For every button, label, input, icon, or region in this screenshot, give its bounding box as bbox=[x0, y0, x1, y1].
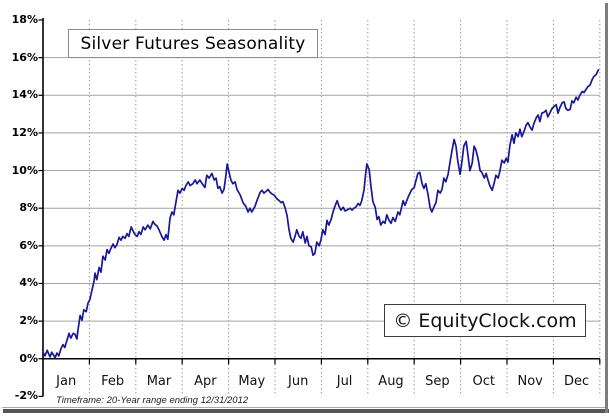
y-axis-tick-label: 8% bbox=[19, 201, 38, 215]
frame-shadow-bottom bbox=[3, 409, 609, 413]
y-axis-tick-label: 6% bbox=[19, 238, 38, 252]
month-label: Jan bbox=[56, 374, 77, 389]
month-label: Oct bbox=[472, 374, 496, 389]
seasonality-line bbox=[42, 69, 600, 359]
y-axis-tick-label: 0% bbox=[19, 351, 38, 365]
watermark-text: © EquityClock.com bbox=[393, 309, 577, 332]
month-label: Sep bbox=[425, 374, 450, 389]
y-axis-tick-label: 18% bbox=[11, 13, 38, 26]
month-label: Apr bbox=[194, 374, 217, 389]
y-axis-tick-label: 12% bbox=[11, 125, 38, 139]
y-axis-tick-label: 4% bbox=[19, 276, 38, 290]
frame-shadow-bottom-light bbox=[2, 407, 607, 408]
y-axis-tick-label: 16% bbox=[11, 50, 38, 64]
frame-shadow-right bbox=[605, 3, 608, 413]
month-label: Feb bbox=[101, 374, 125, 389]
chart-title-box: Silver Futures Seasonality bbox=[68, 29, 318, 58]
y-axis-tick-label: -2% bbox=[14, 389, 38, 403]
y-axis-tick-label: 10% bbox=[11, 163, 38, 177]
month-label: May bbox=[238, 374, 266, 389]
month-label: Jul bbox=[336, 374, 353, 389]
month-label: Mar bbox=[146, 374, 172, 389]
month-label: Nov bbox=[517, 374, 543, 389]
month-label: Aug bbox=[378, 374, 404, 389]
timeframe-footnote: Timeframe: 20-Year range ending 12/31/20… bbox=[56, 395, 249, 406]
y-axis-tick-label: 2% bbox=[19, 314, 38, 328]
y-axis-tick-label: 14% bbox=[11, 88, 38, 102]
equityclock-watermark: © EquityClock.com bbox=[384, 304, 586, 337]
month-label: Dec bbox=[564, 374, 590, 389]
month-label: Jun bbox=[288, 374, 309, 389]
chart-title: Silver Futures Seasonality bbox=[80, 33, 306, 54]
